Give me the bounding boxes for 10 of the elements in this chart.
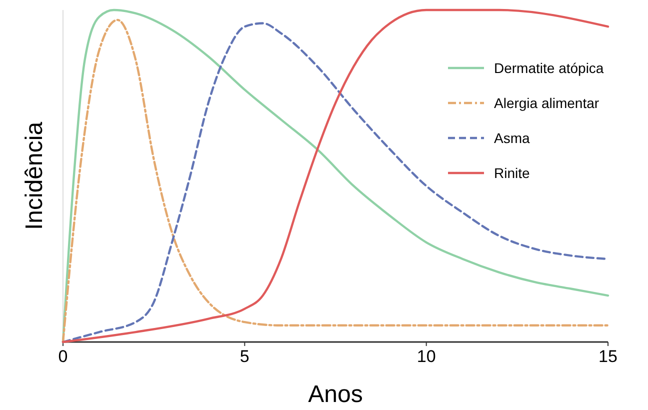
- x-tick-label: 15: [598, 347, 618, 366]
- x-axis-title: Anos: [308, 381, 363, 408]
- y-axis-title: Incidência: [21, 121, 48, 230]
- legend-label: Dermatite atópica: [494, 60, 604, 76]
- x-tick-label: 5: [240, 347, 250, 366]
- x-tick-label: 0: [58, 347, 68, 366]
- legend-label: Asma: [494, 130, 530, 146]
- legend-label: Alergia alimentar: [494, 95, 600, 111]
- x-tick-label: 10: [416, 347, 436, 366]
- legend-label: Rinite: [494, 165, 530, 181]
